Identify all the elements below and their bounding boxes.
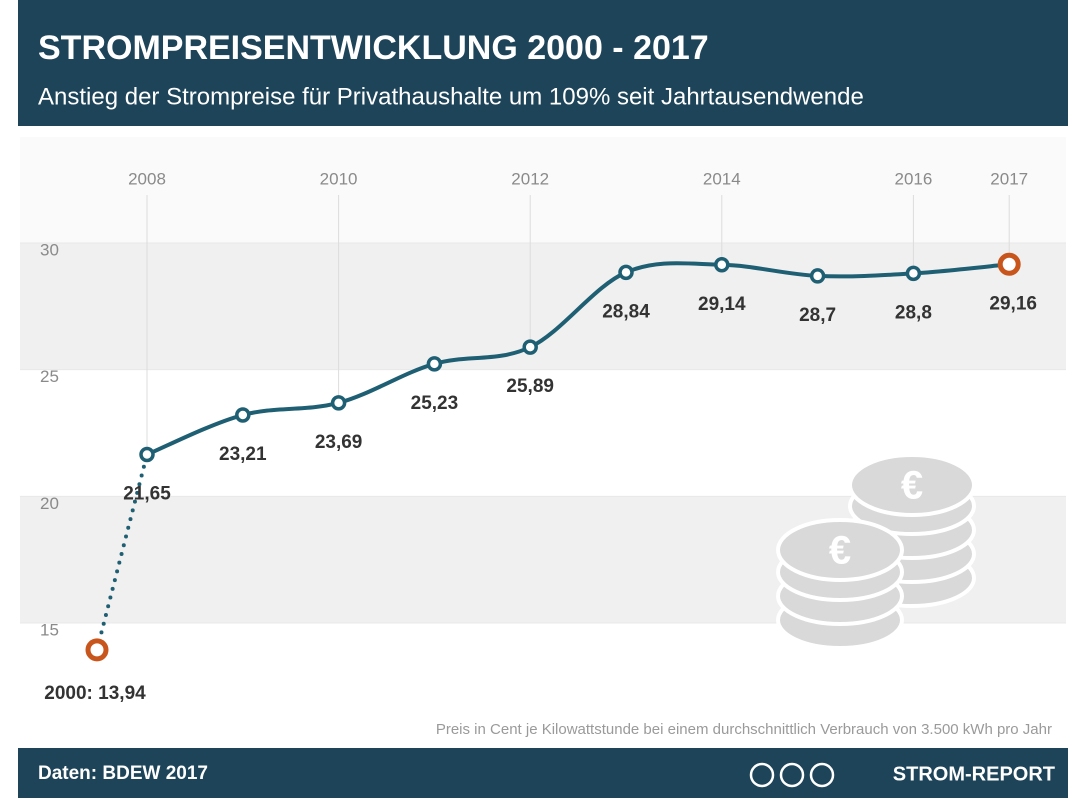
y-tick-label: 25 — [40, 367, 59, 386]
chart-title: STROMPREISENTWICKLUNG 2000 - 2017 — [38, 29, 709, 67]
point — [330, 395, 347, 411]
x-tick-label: 2017 — [990, 169, 1028, 188]
y-tick-label: 15 — [40, 620, 59, 639]
footer-band — [18, 748, 1068, 798]
line — [146, 261, 1010, 457]
point — [235, 407, 251, 423]
value-label: 28,8 — [895, 302, 932, 323]
value-label: 23,21 — [219, 444, 267, 465]
point — [997, 252, 1021, 276]
point — [905, 265, 922, 282]
x-tick-label: 2008 — [128, 169, 166, 188]
header-band — [18, 0, 1068, 126]
point — [426, 356, 443, 372]
coins-illustration: € € — [776, 453, 976, 650]
source: Daten: BDEW 2017 — [38, 763, 208, 784]
license-icons — [749, 762, 835, 788]
point — [522, 339, 538, 355]
note: Preis in Cent je Kilowattstunde bei eine… — [436, 721, 1052, 738]
line-dotted — [95, 452, 149, 652]
point — [809, 268, 826, 284]
value-label: 28,84 — [602, 301, 650, 322]
x-tick-label: 2016 — [894, 169, 932, 188]
svg-text:€: € — [829, 529, 851, 573]
point — [139, 446, 155, 463]
x-tick-label: 2012 — [511, 169, 549, 188]
value-label: 28,7 — [799, 305, 836, 326]
value-label: 2000: 13,94 — [44, 683, 146, 704]
x-tick-label: 2014 — [703, 169, 741, 188]
point — [85, 638, 109, 662]
band — [20, 137, 1066, 243]
svg-text:€: € — [901, 464, 923, 508]
brand: STROM-REPORT — [893, 763, 1055, 785]
value-label: 29,16 — [989, 293, 1037, 314]
x-tick-label: 2010 — [320, 169, 358, 188]
value-label: 29,14 — [698, 294, 746, 315]
value-label: 21,65 — [123, 484, 171, 505]
point — [714, 257, 730, 273]
y-tick-label: 30 — [40, 240, 59, 259]
value-label: 23,69 — [315, 432, 363, 453]
band — [20, 243, 1066, 370]
value-label: 25,89 — [506, 376, 554, 397]
point — [618, 264, 634, 281]
chart-subtitle: Anstieg der Strompreise für Privathausha… — [38, 83, 864, 110]
y-tick-label: 20 — [40, 494, 59, 513]
value-label: 25,23 — [411, 393, 459, 414]
